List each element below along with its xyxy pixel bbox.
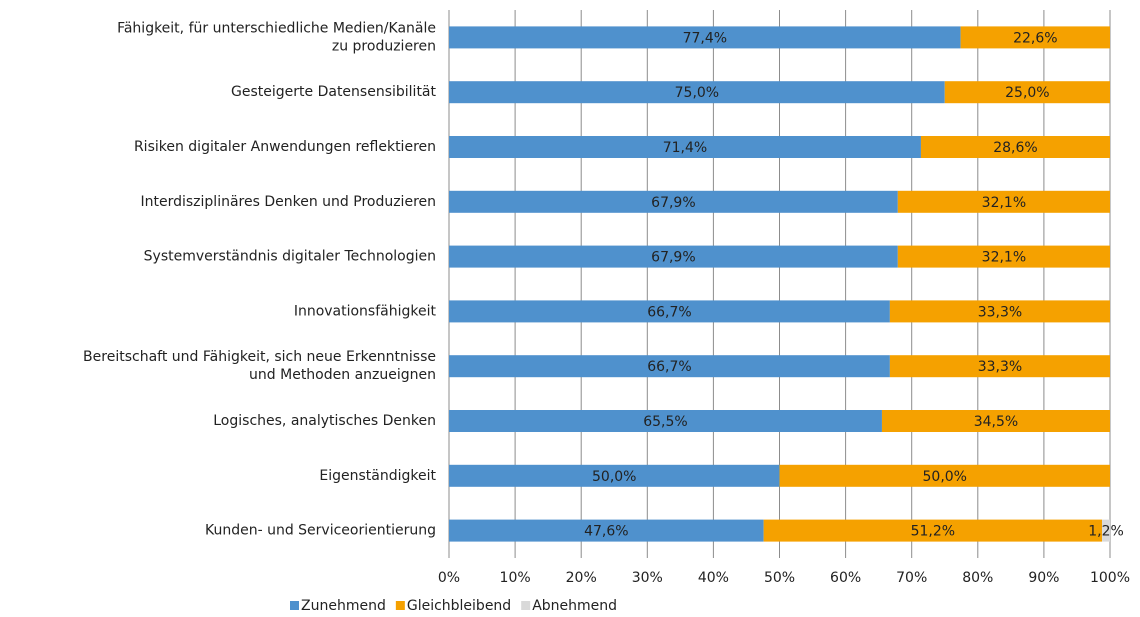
bar-segment [449,136,921,158]
x-tick-label: 30% [632,570,663,586]
x-tick-label: 90% [1028,570,1059,586]
data-label: 22,6% [1013,30,1057,46]
bar-segment [449,410,882,432]
data-label: 47,6% [584,524,628,540]
legend-swatch [290,601,299,610]
data-label: 1,2% [1088,524,1124,540]
category-label: Kunden- und Serviceorientierung [205,523,436,539]
bar-segment [449,81,945,104]
category-label: Risiken digitaler Anwendungen reflektier… [134,139,436,155]
data-label: 71,4% [663,140,707,156]
data-label: 33,3% [978,359,1022,375]
bar-segment [779,464,1110,487]
bar-segment [1102,519,1110,542]
data-label: 32,1% [982,250,1026,266]
bar-segment [960,26,1110,49]
data-label: 75,0% [675,85,719,101]
x-tick-label: 60% [830,570,861,586]
category-label: Logisches, analytisches Denken [213,413,436,429]
data-label: 33,3% [978,304,1022,320]
category-label: Bereitschaft und Fähigkeit, sich neue Er… [83,349,436,383]
data-label: 25,0% [1005,85,1049,101]
data-label: 28,6% [993,140,1037,156]
data-label: 34,5% [974,414,1018,430]
bar-segment [944,81,1110,104]
data-label: 32,1% [982,195,1026,211]
legend-label: Gleichbleibend [407,598,511,614]
x-tick-label: 10% [500,570,531,586]
category-label: Innovationsfähigkeit [294,303,437,319]
bar-segment [449,190,898,213]
bar-segment [449,519,764,542]
x-tick-label: 70% [896,570,927,586]
data-label: 66,7% [647,359,691,375]
category-label: Fähigkeit, für unterschiedliche Medien/K… [117,20,436,54]
legend-label: Abnehmend [532,598,617,614]
bar-segment [889,355,1110,378]
category-label: Gesteigerte Datensensibilität [231,84,436,100]
data-label: 51,2% [911,524,955,540]
bar-segment [897,245,1110,268]
x-tick-label: 20% [566,570,597,586]
x-tick-label: 100% [1090,570,1130,586]
bar-segment [449,245,898,268]
bar-segment [881,410,1110,432]
data-label: 65,5% [643,414,687,430]
legend-swatch [395,601,405,610]
bar-segment [897,190,1110,213]
bar-segment [449,26,961,49]
bar-segment [449,300,890,323]
category-label: Eigenständigkeit [319,468,436,484]
data-label: 50,0% [923,469,967,485]
x-tick-label: 50% [764,570,795,586]
x-tick-label: 0% [438,570,460,586]
data-label: 66,7% [647,304,691,320]
bar-segment [449,355,890,378]
data-label: 67,9% [651,195,695,211]
data-label: 67,9% [651,250,695,266]
x-tick-label: 80% [962,570,993,586]
category-label: Interdisziplinäres Denken und Produziere… [141,194,437,210]
bar-segment [920,136,1110,158]
data-label: 50,0% [592,469,636,485]
bar-segment [889,300,1110,323]
x-tick-label: 40% [698,570,729,586]
bar-segment [449,464,780,487]
data-label: 77,4% [683,30,727,46]
legend-swatch [521,601,531,610]
bar-segment [763,519,1103,542]
category-label: Systemverständnis digitaler Technologien [144,249,436,265]
legend-label: Zunehmend [301,598,386,614]
